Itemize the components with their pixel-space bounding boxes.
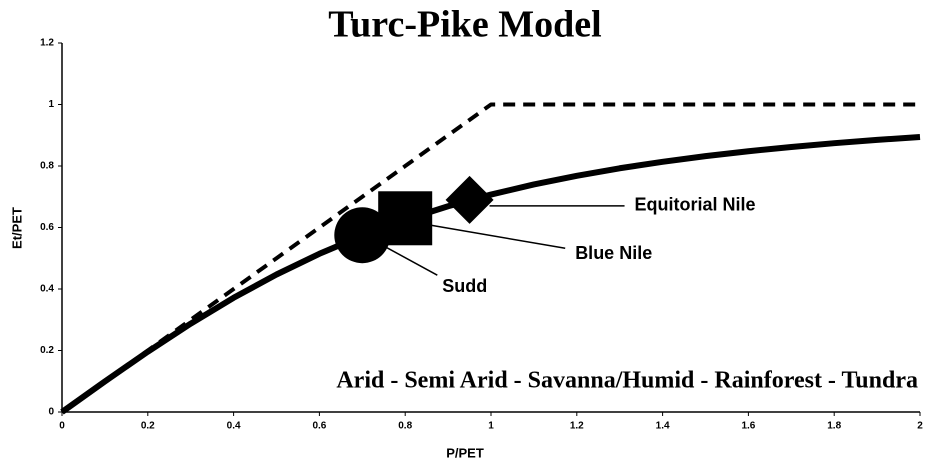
point-label: Equitorial Nile	[635, 195, 756, 215]
x-tick-label: 0.6	[312, 421, 326, 432]
x-tick-label: 2	[917, 421, 923, 432]
y-tick-label: 1.2	[40, 38, 54, 49]
x-tick-label: 1.6	[741, 421, 755, 432]
x-tick-label: 1.4	[656, 421, 670, 432]
y-axis-label: Et/PET	[9, 207, 24, 249]
point-marker	[334, 207, 391, 264]
leader-line	[425, 223, 566, 250]
y-tick-label: 0	[48, 407, 54, 418]
x-tick-label: 1	[488, 421, 494, 432]
y-tick-label: 0.8	[40, 161, 54, 172]
x-tick-label: 1.2	[570, 421, 584, 432]
x-axis-label: P/PET	[446, 445, 484, 460]
limit-line	[60, 102, 920, 414]
point-marker	[445, 175, 494, 224]
y-tick-label: 1	[48, 99, 54, 110]
point-label: Blue Nile	[575, 243, 652, 263]
x-tick-label: 0.2	[141, 421, 155, 432]
leader-line	[381, 244, 438, 276]
x-tick-label: 0.4	[227, 421, 241, 432]
x-tick-label: 0.8	[398, 421, 412, 432]
chart-title: Turc-Pike Model	[328, 4, 601, 46]
point-label: Sudd	[442, 276, 487, 296]
x-tick-label: 1.8	[827, 421, 841, 432]
y-tick-label: 0.4	[40, 284, 54, 295]
band-note: Arid - Semi Arid - Savanna/Humid - Rainf…	[336, 368, 918, 394]
point-marker	[378, 191, 433, 246]
y-tick-label: 0.2	[40, 345, 54, 356]
x-tick-label: 0	[59, 421, 65, 432]
y-tick-label: 0.6	[40, 222, 54, 233]
curve-line	[60, 133, 921, 415]
